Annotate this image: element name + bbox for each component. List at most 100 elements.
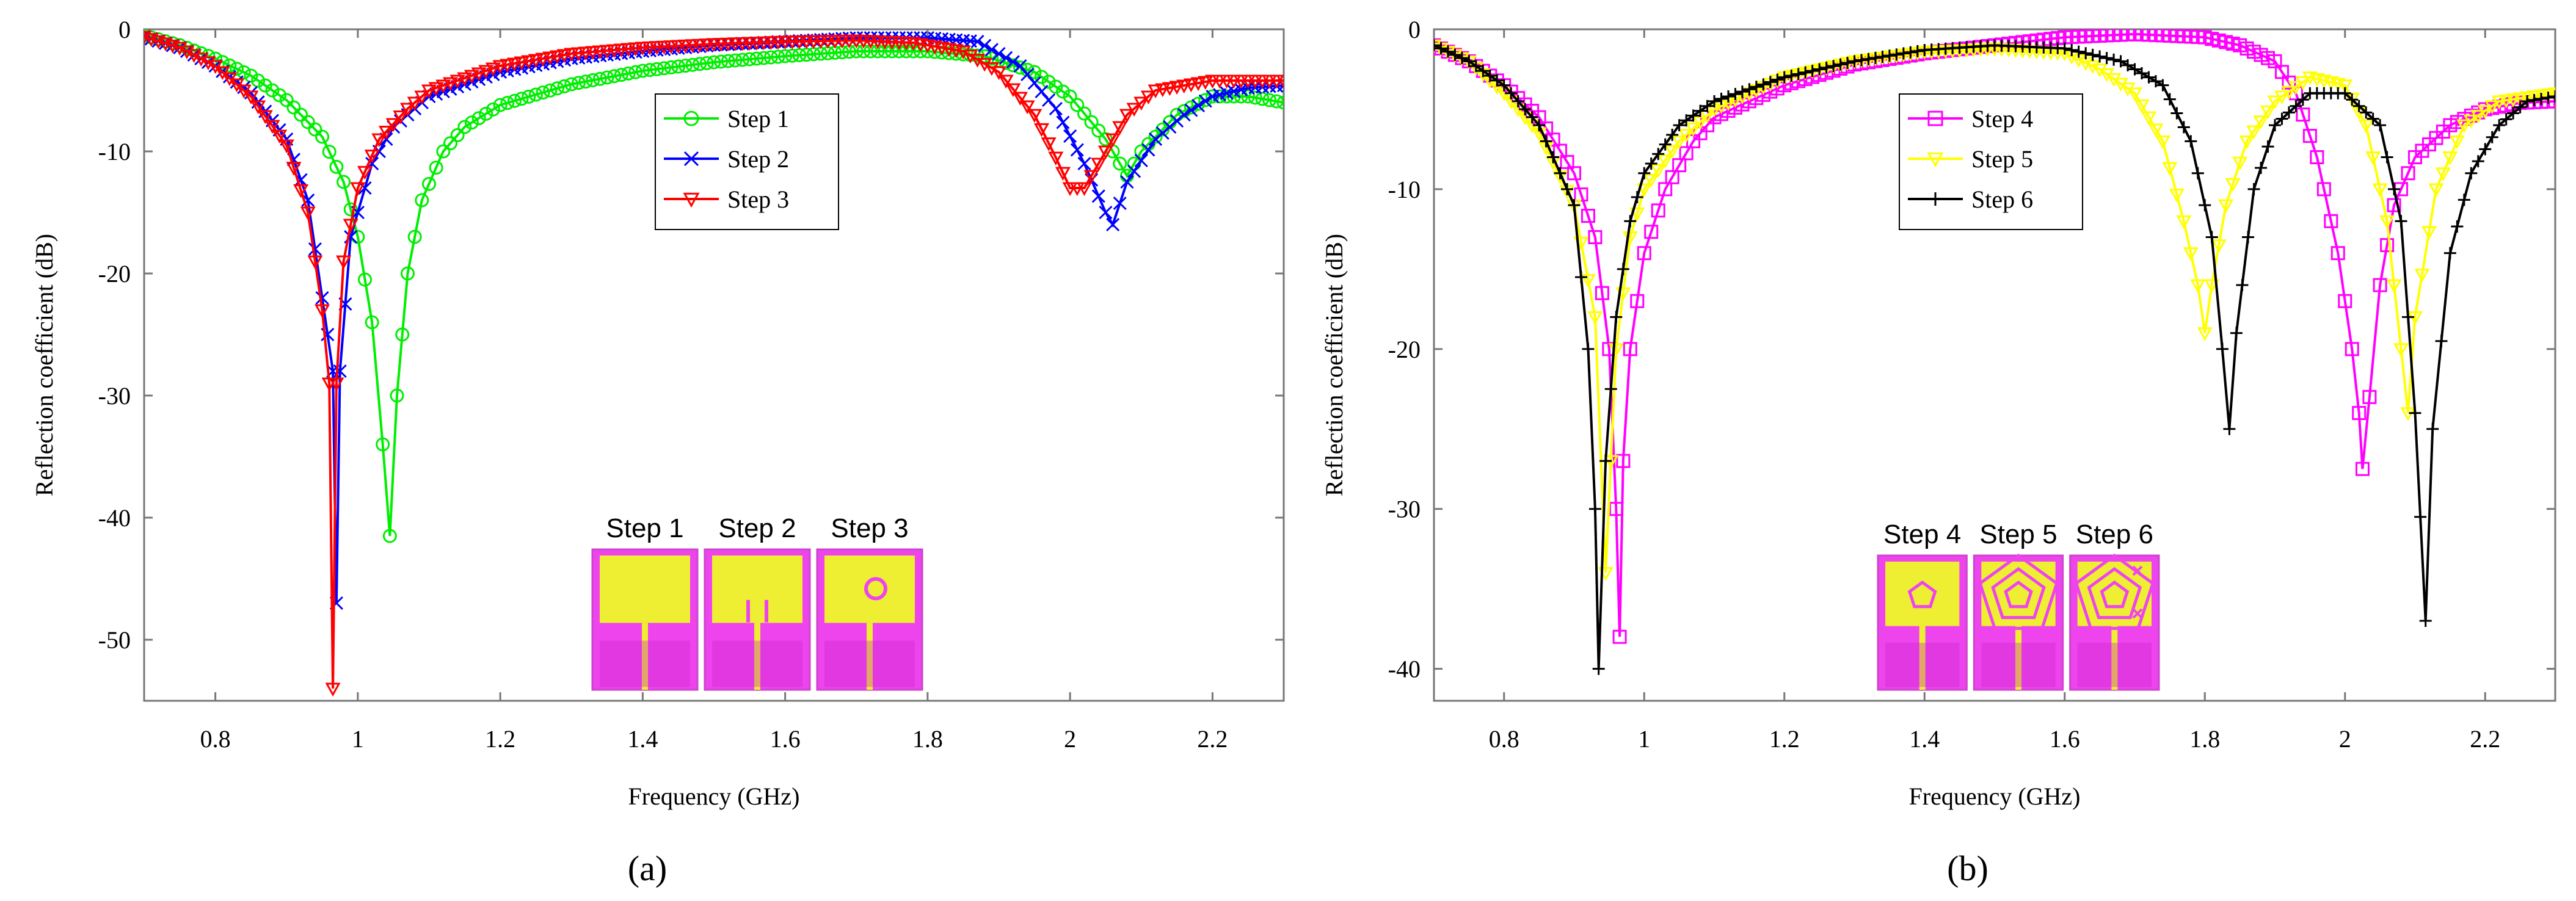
- data-point: [1623, 342, 1637, 356]
- data-point: [2338, 87, 2351, 100]
- data-point: [714, 54, 729, 69]
- data-point: [286, 100, 301, 115]
- data-point: [535, 52, 551, 67]
- data-point: [1701, 100, 1714, 112]
- data-point: [1106, 217, 1120, 232]
- data-point: [1177, 107, 1191, 122]
- data-point: [706, 38, 722, 52]
- data-point: [493, 98, 508, 112]
- data-point: [486, 102, 500, 117]
- data-point: [243, 90, 259, 105]
- data-point: [2177, 121, 2190, 134]
- data-point: [2295, 76, 2311, 90]
- data-point: [265, 83, 280, 98]
- data-point: [1629, 207, 1645, 222]
- data-point: [1140, 90, 1156, 105]
- data-point: [401, 266, 415, 281]
- data-point: [2491, 95, 2507, 109]
- data-point: [294, 107, 308, 122]
- data-point: [215, 55, 230, 70]
- data-point: [2540, 88, 2555, 103]
- data-point: [2288, 81, 2304, 95]
- data-point: [2316, 182, 2331, 197]
- data-point: [264, 120, 280, 134]
- data-point: [1630, 294, 1645, 308]
- data-point: [2463, 114, 2479, 129]
- data-point: [735, 37, 751, 51]
- data-point: [2352, 406, 2367, 421]
- data-point: [371, 133, 387, 148]
- data-point: [2426, 422, 2439, 435]
- data-point: [464, 115, 479, 130]
- data-point: [2086, 48, 2099, 61]
- antenna-inset: Step 1 Step 2 Step 3: [591, 513, 923, 691]
- data-point: [522, 89, 536, 104]
- data-point: [1827, 60, 1840, 73]
- data-point: [2505, 93, 2521, 107]
- data-point: [728, 53, 743, 68]
- data-point: [2381, 151, 2393, 164]
- data-point: [1736, 85, 1748, 98]
- data-point: [308, 242, 322, 256]
- data-point: [300, 115, 315, 129]
- data-point: [613, 43, 629, 58]
- data-point: [899, 44, 914, 59]
- y-axis-title: Reflection coefficient (dB): [1320, 234, 1348, 496]
- data-point: [707, 55, 721, 70]
- data-point: [278, 139, 294, 154]
- data-point: [1191, 98, 1206, 113]
- data-point: [322, 145, 337, 159]
- data-point: [585, 46, 601, 60]
- data-point: [969, 54, 986, 68]
- data-point: [998, 74, 1014, 89]
- data-point: [600, 70, 614, 85]
- antenna-pentagon-slot: [2074, 553, 2155, 630]
- data-point: [2223, 422, 2236, 435]
- inset-step-label: Step 4: [1883, 519, 1961, 549]
- data-point: [2169, 189, 2185, 203]
- legend-marker: [1927, 152, 1944, 168]
- antenna-ground-plane: [712, 640, 802, 687]
- data-point: [2100, 52, 2113, 65]
- data-point: [1631, 191, 1643, 203]
- data-point: [735, 52, 750, 67]
- data-point: [337, 175, 351, 189]
- data-point: [606, 44, 622, 59]
- data-point: [578, 74, 593, 89]
- panel-label: (a): [628, 849, 667, 888]
- data-point: [385, 118, 401, 132]
- data-point: [1643, 173, 1659, 188]
- data-point: [685, 57, 700, 72]
- data-point: [1042, 93, 1056, 107]
- antenna-pentagon-slot: [2004, 580, 2033, 609]
- data-point: [1021, 67, 1035, 82]
- data-point: [2528, 93, 2541, 106]
- data-point: [727, 37, 743, 51]
- antenna-patch: [600, 555, 690, 623]
- data-point: [1155, 83, 1171, 98]
- data-point: [2232, 156, 2248, 171]
- data-point: [2296, 93, 2309, 106]
- data-point: [2255, 161, 2268, 174]
- data-point: [2163, 93, 2176, 106]
- data-point: [422, 176, 436, 191]
- data-point: [870, 44, 885, 59]
- data-point: [258, 78, 272, 93]
- data-point: [1637, 246, 1651, 261]
- data-point: [713, 38, 729, 52]
- data-point: [720, 37, 736, 52]
- data-point: [549, 50, 565, 65]
- data-point: [230, 62, 244, 76]
- data-point: [2156, 79, 2169, 92]
- data-point: [1686, 122, 1701, 137]
- data-point: [421, 84, 437, 99]
- data-point: [2421, 226, 2437, 240]
- data-point: [250, 100, 266, 115]
- data-point: [2310, 150, 2324, 165]
- data-point: [578, 46, 594, 61]
- x-tick-label: 1: [352, 725, 364, 753]
- data-point: [1162, 82, 1177, 96]
- data-point: [414, 90, 430, 105]
- data-point: [1645, 157, 1657, 170]
